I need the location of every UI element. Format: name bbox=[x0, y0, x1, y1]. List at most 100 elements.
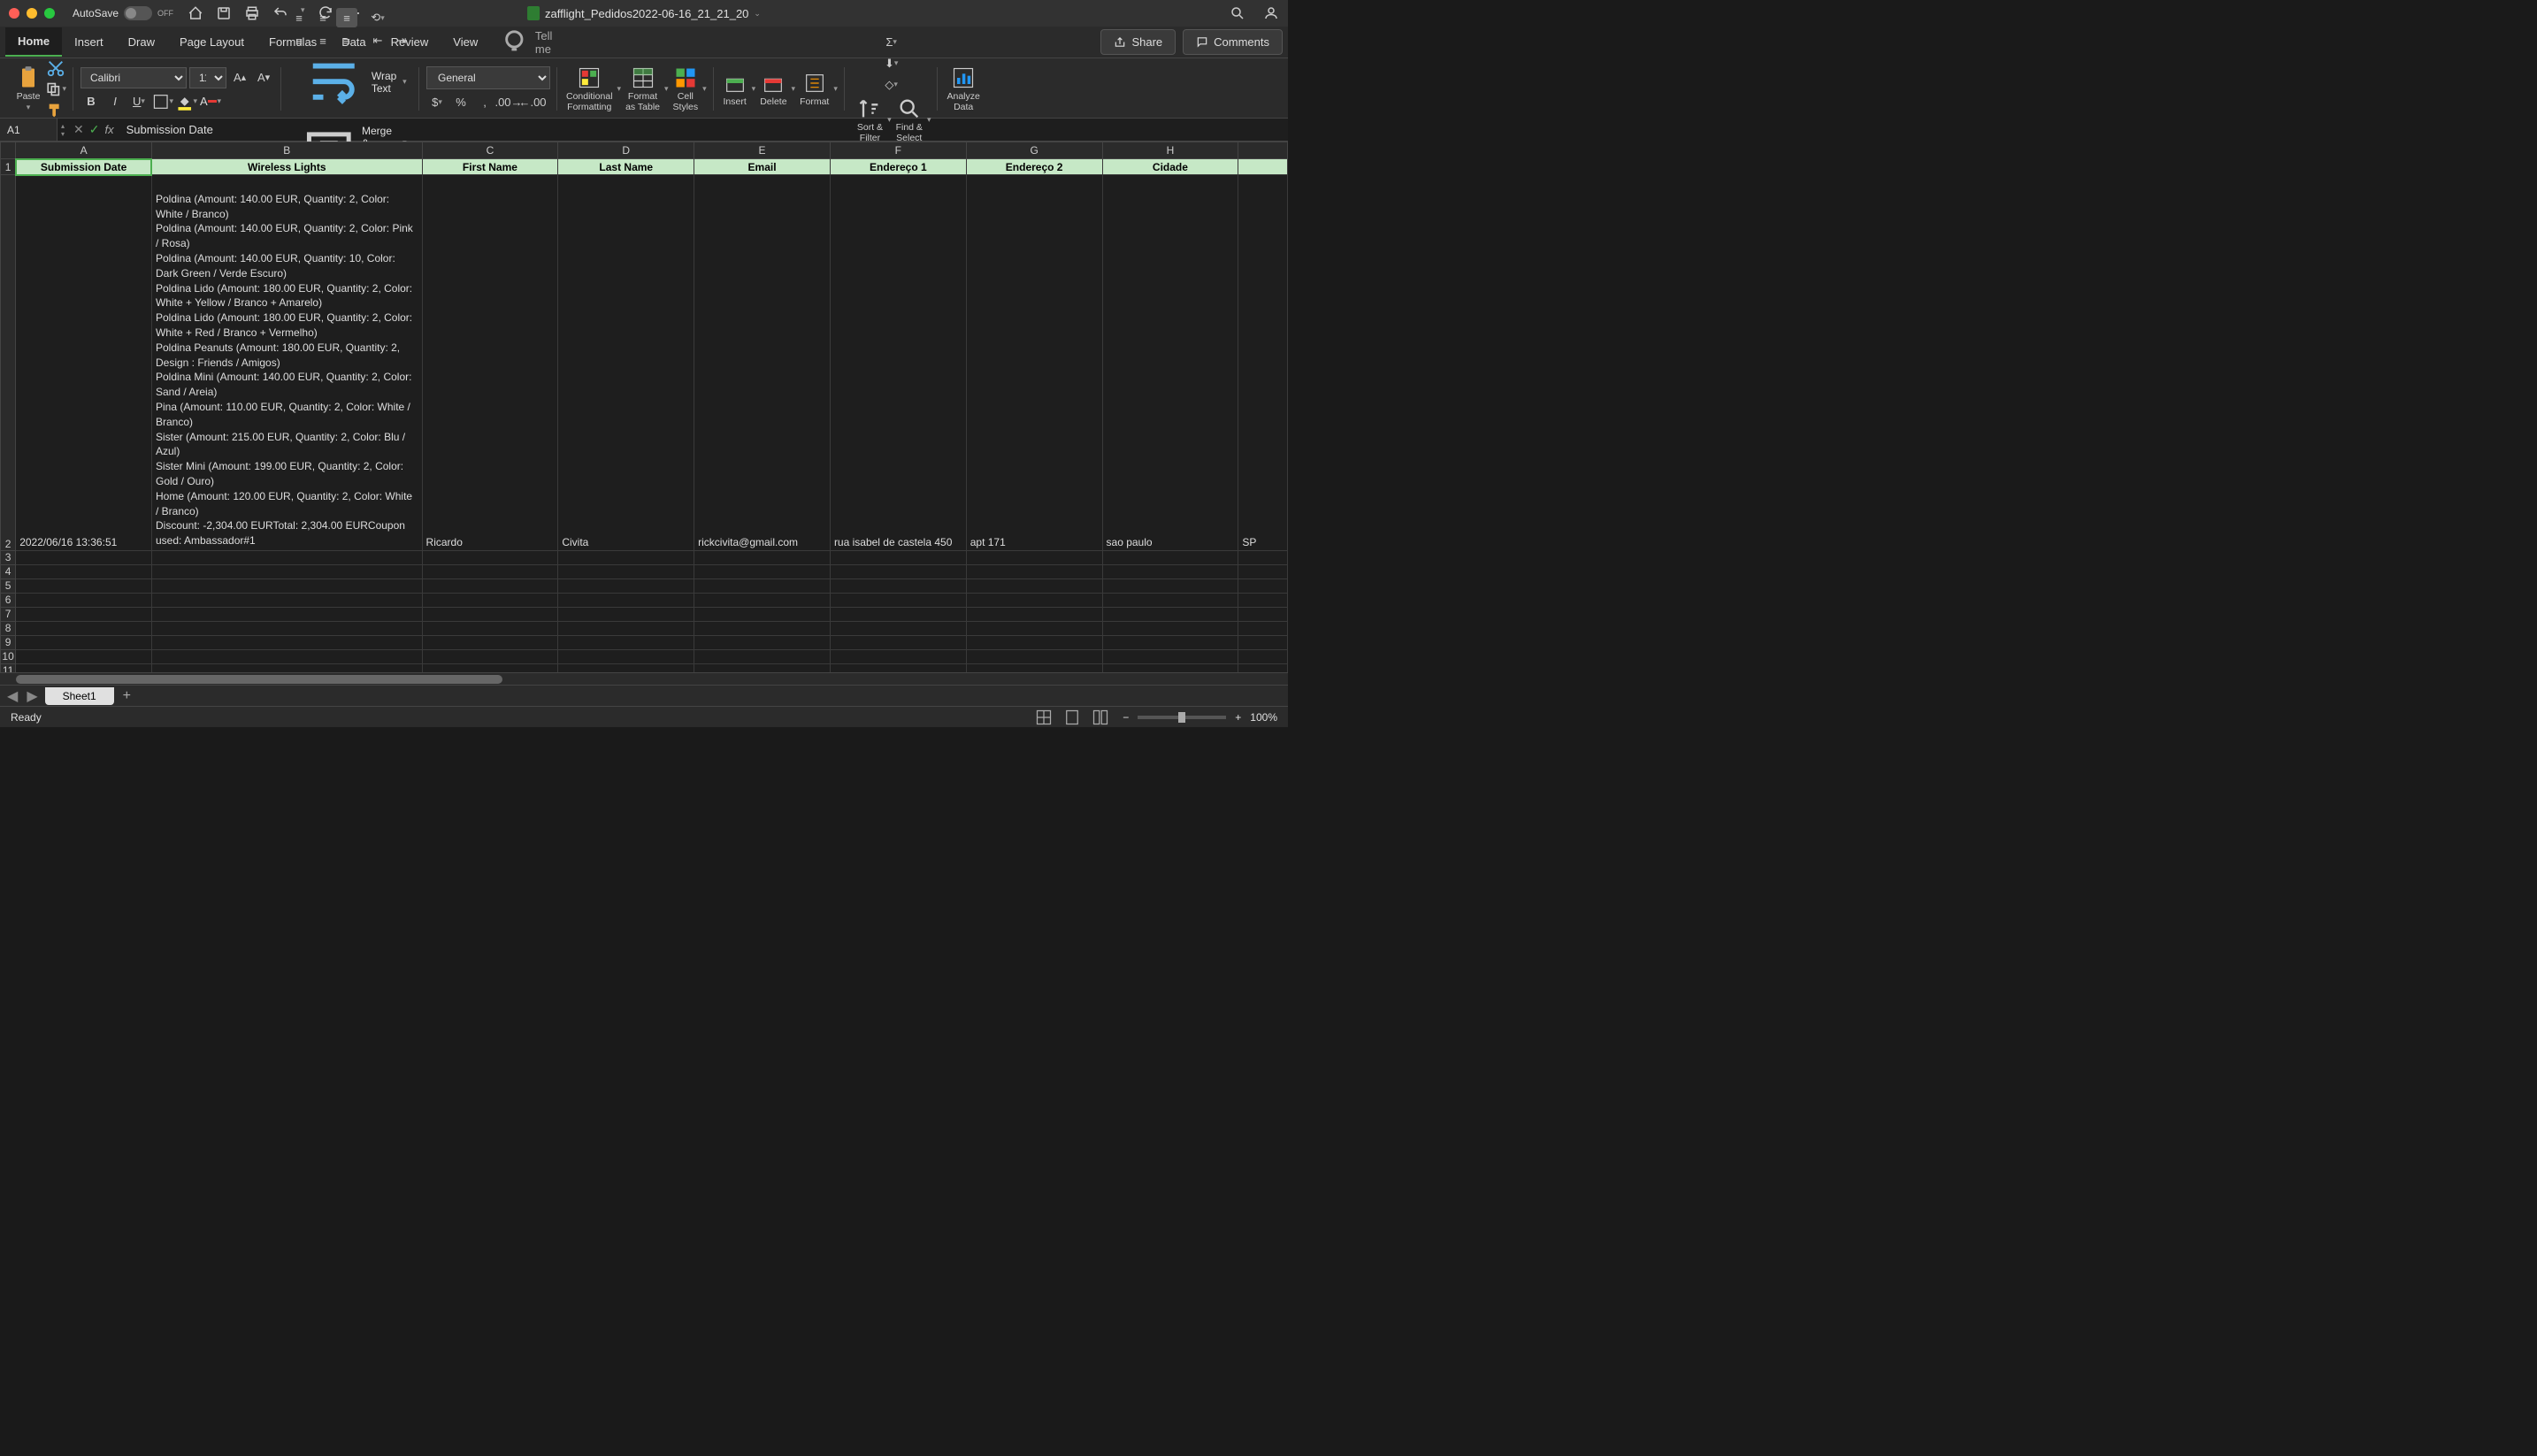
comments-button[interactable]: Comments bbox=[1183, 29, 1283, 55]
fill-button[interactable]: ⬇▾ bbox=[881, 54, 902, 73]
undo-icon[interactable] bbox=[272, 5, 288, 21]
cell-a1[interactable]: Submission Date bbox=[16, 159, 152, 175]
find-select-button[interactable]: Find &Select bbox=[894, 95, 924, 145]
zoom-thumb[interactable] bbox=[1178, 712, 1185, 723]
row-header-11[interactable]: 11 bbox=[1, 663, 16, 672]
col-header-f[interactable]: F bbox=[830, 142, 966, 159]
tell-me[interactable]: Tell me bbox=[499, 27, 555, 57]
page-break-view-button[interactable] bbox=[1087, 709, 1114, 726]
col-header-d[interactable]: D bbox=[558, 142, 694, 159]
activity-icon[interactable] bbox=[1263, 5, 1279, 21]
col-header-c[interactable]: C bbox=[422, 142, 558, 159]
fill-color-button[interactable]: ▾ bbox=[176, 92, 197, 111]
autosave-toggle[interactable]: AutoSave OFF bbox=[73, 6, 173, 20]
align-right-button[interactable]: ≡ bbox=[336, 31, 357, 50]
decrease-indent-button[interactable]: ⇤ bbox=[367, 31, 388, 50]
cell-i1[interactable] bbox=[1238, 159, 1288, 175]
currency-button[interactable]: $▾ bbox=[426, 93, 448, 112]
cell-e1[interactable]: Email bbox=[694, 159, 831, 175]
align-bottom-button[interactable]: ≡ bbox=[336, 8, 357, 27]
enter-formula-button[interactable]: ✓ bbox=[89, 122, 100, 137]
autosum-button[interactable]: Σ▾ bbox=[881, 33, 902, 52]
name-box-up[interactable]: ▴ bbox=[61, 122, 65, 130]
sheet-tab-1[interactable]: Sheet1 bbox=[45, 687, 114, 705]
cell-e2[interactable]: rickcivita@gmail.com bbox=[694, 175, 831, 551]
format-painter-button[interactable] bbox=[45, 101, 66, 120]
align-middle-button[interactable]: ≡ bbox=[312, 8, 333, 27]
cell-f2[interactable]: rua isabel de castela 450 bbox=[830, 175, 966, 551]
bold-button[interactable]: B bbox=[80, 92, 102, 111]
zoom-level[interactable]: 100% bbox=[1250, 711, 1277, 724]
col-header-b[interactable]: B bbox=[151, 142, 422, 159]
name-box-down[interactable]: ▾ bbox=[61, 130, 65, 138]
decrease-decimal-button[interactable]: ←.00 bbox=[522, 93, 543, 112]
search-icon[interactable] bbox=[1230, 5, 1246, 21]
font-size-select[interactable]: 11 bbox=[189, 67, 226, 88]
cell-h2[interactable]: sao paulo bbox=[1102, 175, 1238, 551]
col-header-g[interactable]: G bbox=[966, 142, 1102, 159]
formula-input[interactable] bbox=[119, 119, 1288, 141]
underline-button[interactable]: U▾ bbox=[128, 92, 149, 111]
close-window[interactable] bbox=[9, 8, 19, 19]
cut-button[interactable] bbox=[45, 58, 66, 78]
wrap-text-button[interactable]: Wrap Text ▾ bbox=[303, 50, 406, 112]
horizontal-scrollbar[interactable] bbox=[0, 672, 1288, 685]
align-left-button[interactable]: ≡ bbox=[288, 31, 310, 50]
cell-c2[interactable]: Ricardo bbox=[422, 175, 558, 551]
print-icon[interactable] bbox=[244, 5, 260, 21]
row-header-7[interactable]: 7 bbox=[1, 607, 16, 621]
cell-b2[interactable]: Poldina (Amount: 140.00 EUR, Quantity: 2… bbox=[151, 175, 422, 551]
increase-decimal-button[interactable]: .00→ bbox=[498, 93, 519, 112]
clear-button[interactable]: ◇▾ bbox=[881, 75, 902, 95]
row-header-6[interactable]: 6 bbox=[1, 593, 16, 607]
font-name-select[interactable]: Calibri bbox=[80, 67, 187, 88]
cell-i2[interactable]: SP bbox=[1238, 175, 1288, 551]
comma-button[interactable]: , bbox=[474, 93, 495, 112]
save-icon[interactable] bbox=[216, 5, 232, 21]
cell-f1[interactable]: Endereço 1 bbox=[830, 159, 966, 175]
sort-filter-button[interactable]: Sort &Filter bbox=[855, 95, 885, 145]
row-header-5[interactable]: 5 bbox=[1, 579, 16, 593]
minimize-window[interactable] bbox=[27, 8, 37, 19]
row-header-3[interactable]: 3 bbox=[1, 550, 16, 564]
sheet-prev-button[interactable]: ◀ bbox=[7, 687, 18, 705]
row-header-10[interactable]: 10 bbox=[1, 649, 16, 663]
maximize-window[interactable] bbox=[44, 8, 55, 19]
orientation-button[interactable]: ⟲▾ bbox=[367, 8, 388, 27]
font-color-button[interactable]: A▾ bbox=[200, 92, 221, 111]
tab-page-layout[interactable]: Page Layout bbox=[167, 28, 257, 56]
autosave-switch[interactable] bbox=[124, 6, 152, 20]
cancel-formula-button[interactable]: ✕ bbox=[73, 122, 84, 137]
col-header-a[interactable]: A bbox=[16, 142, 152, 159]
sheet-next-button[interactable]: ▶ bbox=[27, 687, 37, 705]
home-icon[interactable] bbox=[188, 5, 203, 21]
tab-insert[interactable]: Insert bbox=[62, 28, 116, 56]
percent-button[interactable]: % bbox=[450, 93, 471, 112]
format-as-table-button[interactable]: Formatas Table bbox=[624, 64, 662, 114]
normal-view-button[interactable] bbox=[1031, 709, 1057, 726]
align-center-button[interactable]: ≡ bbox=[312, 31, 333, 50]
number-format-select[interactable]: General bbox=[426, 66, 550, 89]
zoom-in-button[interactable]: + bbox=[1235, 711, 1241, 724]
row-header-2[interactable]: 2 bbox=[1, 175, 16, 551]
cell-b1[interactable]: Wireless Lights bbox=[151, 159, 422, 175]
name-box[interactable] bbox=[0, 119, 57, 141]
add-sheet-button[interactable]: + bbox=[114, 688, 140, 704]
analyze-data-button[interactable]: AnalyzeData bbox=[945, 64, 981, 114]
delete-cells-button[interactable]: Delete bbox=[758, 69, 788, 110]
cell-h1[interactable]: Cidade bbox=[1102, 159, 1238, 175]
cell-a2[interactable]: 2022/06/16 13:36:51 bbox=[16, 175, 152, 551]
align-top-button[interactable]: ≡ bbox=[288, 8, 310, 27]
row-header-1[interactable]: 1 bbox=[1, 159, 16, 175]
cell-g2[interactable]: apt 171 bbox=[966, 175, 1102, 551]
hscroll-thumb[interactable] bbox=[16, 675, 502, 684]
increase-indent-button[interactable]: ⇥ bbox=[391, 31, 412, 50]
col-header-e[interactable]: E bbox=[694, 142, 831, 159]
tab-view[interactable]: View bbox=[441, 28, 490, 56]
tab-draw[interactable]: Draw bbox=[116, 28, 167, 56]
paste-button[interactable]: Paste ▾ bbox=[14, 64, 42, 114]
border-button[interactable]: ▾ bbox=[152, 92, 173, 111]
select-all-corner[interactable] bbox=[1, 142, 16, 159]
cell-d2[interactable]: Civita bbox=[558, 175, 694, 551]
fx-label[interactable]: fx bbox=[104, 123, 113, 136]
